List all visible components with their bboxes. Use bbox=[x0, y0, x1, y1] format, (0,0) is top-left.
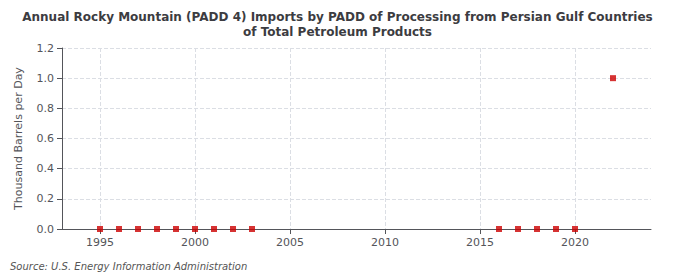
svg-text:2010: 2010 bbox=[371, 236, 399, 249]
svg-text:Annual Rocky Mountain (PADD 4): Annual Rocky Mountain (PADD 4) Imports b… bbox=[22, 10, 653, 24]
svg-text:2000: 2000 bbox=[181, 236, 209, 249]
svg-text:0.2: 0.2 bbox=[37, 192, 55, 205]
svg-text:0.8: 0.8 bbox=[37, 102, 55, 115]
svg-text:2020: 2020 bbox=[561, 236, 589, 249]
svg-text:2015: 2015 bbox=[466, 236, 494, 249]
svg-text:0.4: 0.4 bbox=[37, 162, 55, 175]
svg-text:Thousand Barrels per Day: Thousand Barrels per Day bbox=[12, 67, 25, 211]
svg-text:of Total Petroleum Products: of Total Petroleum Products bbox=[243, 25, 432, 39]
svg-text:1.0: 1.0 bbox=[37, 72, 55, 85]
svg-text:1995: 1995 bbox=[86, 236, 114, 249]
svg-text:2005: 2005 bbox=[276, 236, 304, 249]
svg-text:Source: U.S. Energy Informatio: Source: U.S. Energy Information Administ… bbox=[10, 261, 247, 272]
svg-text:1.2: 1.2 bbox=[37, 42, 55, 55]
svg-text:0.6: 0.6 bbox=[37, 132, 55, 145]
svg-text:0.0: 0.0 bbox=[37, 223, 55, 236]
